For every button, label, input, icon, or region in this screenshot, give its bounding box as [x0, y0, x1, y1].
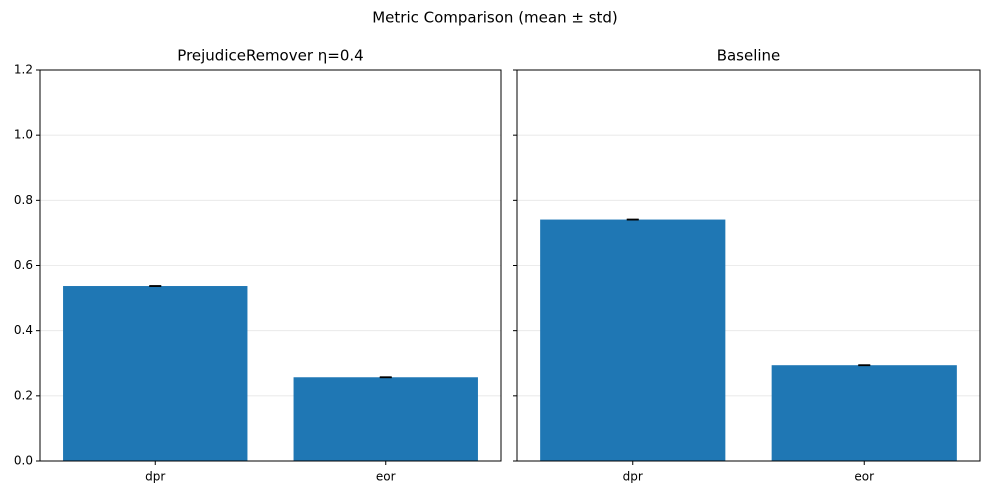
y-tick-label: 0.2 [14, 388, 33, 402]
subplot-title: PrejudiceRemover η=0.4 [177, 47, 363, 65]
bar [771, 365, 957, 461]
bar [293, 377, 478, 461]
x-tick-label: eor [854, 470, 874, 484]
axes-frame [516, 69, 981, 462]
axes-frame [39, 69, 502, 462]
figure-title: Metric Comparison (mean ± std) [372, 9, 618, 27]
y-tick-label: 1.0 [14, 128, 33, 142]
subplot-title: Baseline [717, 47, 781, 65]
x-tick-label: dpr [623, 470, 643, 484]
x-tick-label: eor [376, 470, 396, 484]
bar [63, 286, 248, 461]
y-tick-label: 1.2 [14, 63, 33, 77]
y-tick-label: 0.0 [14, 454, 33, 468]
y-tick-label: 0.4 [14, 323, 33, 337]
bar [540, 219, 726, 461]
x-tick-label: dpr [145, 470, 165, 484]
y-tick-label: 0.8 [14, 193, 33, 207]
y-tick-label: 0.6 [14, 258, 33, 272]
